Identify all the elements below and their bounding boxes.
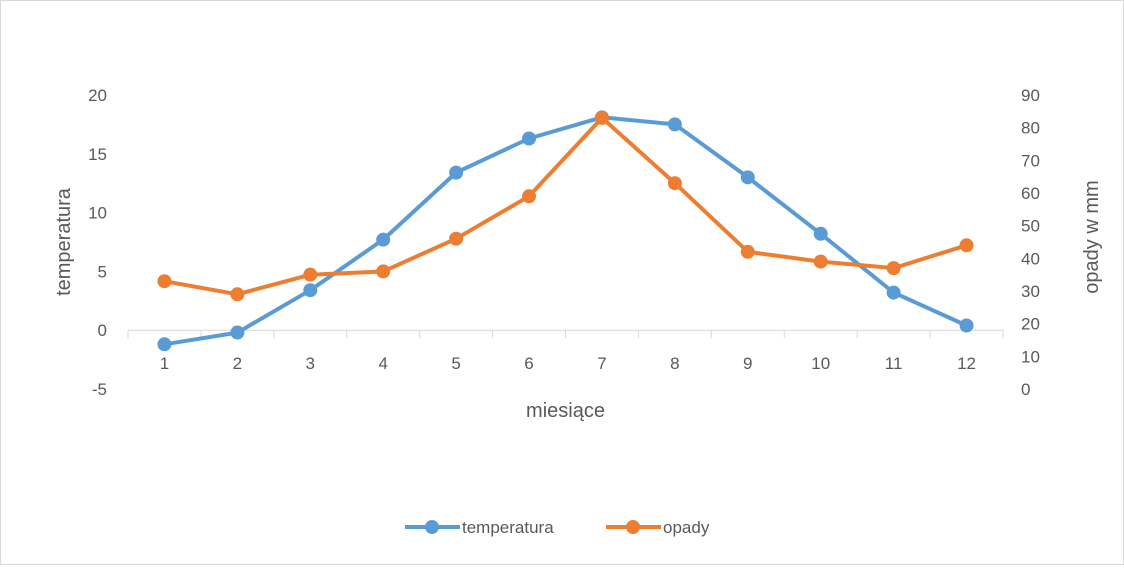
y-tick-label: 10 <box>88 204 107 223</box>
x-axis-title: miesiące <box>526 400 605 422</box>
y-tick-label: 15 <box>88 145 107 164</box>
y-tick-label: 0 <box>98 321 107 340</box>
x-tick-label: 11 <box>885 354 903 373</box>
x-tick-label: 3 <box>306 354 315 373</box>
y2-tick-label: 10 <box>1021 347 1040 366</box>
y-tick-label: 5 <box>98 262 107 281</box>
y2-tick-label: 80 <box>1021 119 1040 138</box>
data-point-opady[interactable] <box>667 176 682 191</box>
series-lines <box>162 115 969 347</box>
data-point-opady[interactable] <box>813 254 828 269</box>
data-point-opady[interactable] <box>886 261 901 276</box>
legend-label: temperatura <box>462 518 554 537</box>
x-tick-label: 7 <box>597 354 606 373</box>
data-point-temperatura[interactable] <box>230 325 245 340</box>
legend-item-temperatura[interactable]: temperatura <box>405 518 554 537</box>
y-axis-tick-labels: -5 0 5 10 15 20 <box>88 86 107 399</box>
x-tick-label: 12 <box>957 354 976 373</box>
data-point-opady[interactable] <box>376 264 391 279</box>
y2-tick-label: 20 <box>1021 315 1040 334</box>
y2-tick-label: 90 <box>1021 86 1040 105</box>
legend: temperatura opady <box>405 518 710 537</box>
legend-label: opady <box>663 518 710 537</box>
legend-swatch-marker <box>626 520 640 534</box>
x-tick-label: 9 <box>743 354 752 373</box>
data-point-temperatura[interactable] <box>740 170 755 185</box>
data-point-temperatura[interactable] <box>376 232 391 247</box>
data-point-opady[interactable] <box>303 267 318 282</box>
x-tick-label: 8 <box>670 354 679 373</box>
y2-tick-label: 70 <box>1021 151 1040 170</box>
y2-axis-title: opady w mm <box>1081 180 1103 293</box>
data-point-opady[interactable] <box>959 238 974 253</box>
data-point-opady[interactable] <box>522 189 537 204</box>
data-point-temperatura[interactable] <box>449 165 464 180</box>
y-axis-title: temperatura <box>53 187 75 296</box>
legend-item-opady[interactable]: opady <box>606 518 710 537</box>
data-point-temperatura[interactable] <box>522 131 537 146</box>
data-point-temperatura[interactable] <box>667 117 682 132</box>
y2-tick-label: 0 <box>1021 380 1030 399</box>
y-tick-label: -5 <box>92 380 107 399</box>
x-tick-label: 2 <box>233 354 242 373</box>
data-point-temperatura[interactable] <box>303 283 318 298</box>
data-point-temperatura[interactable] <box>157 337 172 352</box>
data-point-opady[interactable] <box>157 274 172 289</box>
x-tick-label: 5 <box>451 354 460 373</box>
series-line-temperatura <box>162 115 969 347</box>
data-point-temperatura[interactable] <box>959 318 974 333</box>
data-point-opady[interactable] <box>740 244 755 259</box>
y-tick-label: 20 <box>88 86 107 105</box>
data-point-temperatura[interactable] <box>813 226 828 241</box>
x-tick-label: 4 <box>378 354 387 373</box>
data-point-opady[interactable] <box>230 287 245 302</box>
x-tick-label: 1 <box>160 354 169 373</box>
y2-tick-label: 60 <box>1021 184 1040 203</box>
data-point-temperatura[interactable] <box>886 285 901 300</box>
y2-axis-tick-labels: 0 10 20 30 40 50 60 70 80 90 <box>1021 86 1040 399</box>
series-line-opady <box>162 115 969 297</box>
x-axis-tick-labels: 1 2 3 4 5 6 7 8 9 10 11 12 <box>160 354 976 373</box>
data-point-opady[interactable] <box>449 231 464 246</box>
y2-tick-label: 40 <box>1021 249 1040 268</box>
x-axis-ticks <box>127 330 1004 339</box>
y2-tick-label: 30 <box>1021 282 1040 301</box>
series-points <box>157 110 974 352</box>
legend-swatch-marker <box>425 520 439 534</box>
y2-tick-label: 50 <box>1021 217 1040 236</box>
x-tick-label: 10 <box>811 354 830 373</box>
x-tick-label: 6 <box>524 354 533 373</box>
data-point-opady[interactable] <box>594 110 609 125</box>
